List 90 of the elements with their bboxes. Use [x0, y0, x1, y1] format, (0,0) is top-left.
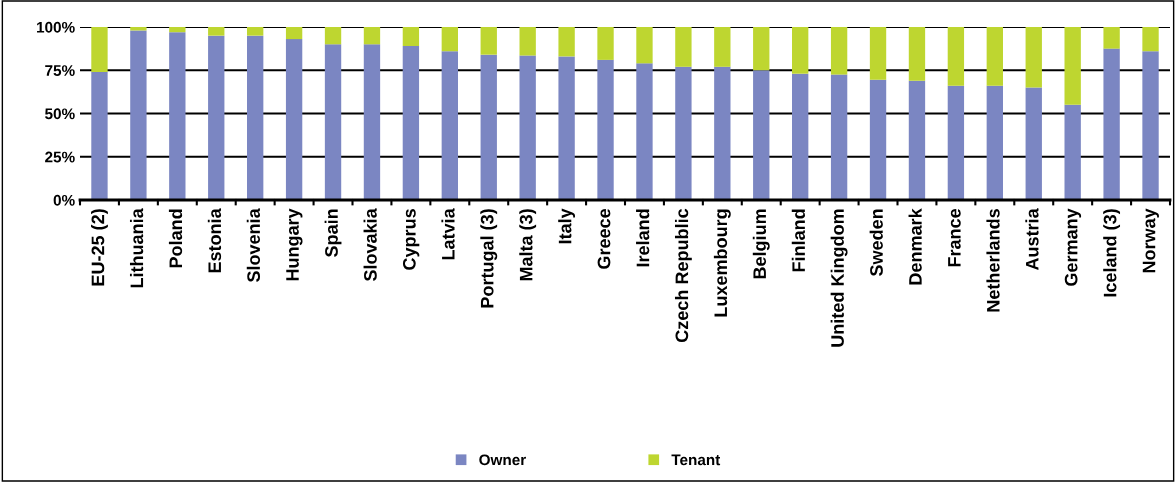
bar [558, 56, 575, 200]
bar [480, 54, 497, 200]
bar [208, 27, 225, 36]
x-tick-label: Slovakia [363, 208, 377, 282]
x-tick-label: Iceland (3) [1103, 209, 1121, 297]
bar [285, 39, 303, 200]
bar [1025, 87, 1042, 200]
bar [285, 27, 303, 40]
x-tick-label: Estonia [207, 208, 222, 273]
bar [597, 59, 614, 200]
bar [714, 27, 731, 67]
bar [908, 80, 926, 200]
legend-label: Tenant [671, 454, 721, 466]
bar [675, 27, 692, 67]
bar [247, 35, 264, 200]
bar [91, 27, 108, 72]
x-tick-label: Italy [558, 208, 576, 244]
x-tick-label: Latvia [441, 208, 455, 260]
bar [675, 66, 692, 200]
bar [792, 73, 809, 200]
y-tick-label: 25% [45, 151, 75, 163]
bar [1103, 27, 1120, 49]
bar [830, 27, 848, 75]
bar [130, 30, 147, 200]
x-tick-label: Poland [168, 209, 183, 268]
bar [753, 70, 770, 200]
bar [519, 27, 536, 56]
bar [830, 74, 848, 200]
bar [869, 79, 887, 200]
bar [91, 71, 108, 200]
bar [363, 44, 381, 200]
bar [169, 32, 186, 200]
bar [947, 27, 965, 86]
bar [714, 66, 731, 200]
x-tick-label: Lithuania [129, 208, 144, 288]
bar [324, 44, 342, 200]
bar [519, 55, 536, 200]
bar [597, 27, 614, 60]
x-tick-label: Netherlands [986, 209, 1000, 312]
bar [1142, 27, 1159, 52]
bar [1103, 48, 1120, 200]
bar [869, 27, 887, 80]
bar [441, 27, 458, 52]
bar [1025, 27, 1042, 88]
x-tick-label: Germany [1064, 208, 1082, 286]
x-tick-label: Luxembourg [713, 209, 731, 317]
x-tick-label: Czech Republic [674, 208, 692, 343]
x-tick-label: Sweden [869, 209, 883, 277]
x-tick-label: Belgium [752, 209, 770, 279]
bar [636, 27, 653, 64]
bar [480, 27, 497, 55]
bar [947, 85, 965, 200]
x-tick-label: Norway [1142, 208, 1159, 273]
y-tick-label: 0% [53, 194, 75, 206]
bar [908, 27, 926, 81]
x-tick-label: Spain [324, 209, 342, 257]
bar [636, 63, 653, 200]
x-tick-label: France [948, 208, 961, 267]
x-tick-label: EU-25 (2) [91, 209, 108, 286]
y-tick-label: 50% [45, 108, 75, 120]
x-tick-label: Cyprus [402, 209, 420, 270]
x-tick-label: Portugal (3) [480, 209, 498, 308]
y-tick-label: 75% [45, 65, 75, 76]
legend-label: Owner [479, 454, 526, 466]
bar [1142, 51, 1159, 200]
bar [986, 85, 1003, 200]
bar [247, 27, 264, 36]
bar [986, 27, 1003, 86]
x-tick-label: Greece [597, 208, 611, 269]
bar [558, 27, 575, 57]
x-tick-label: Malta (3) [519, 209, 537, 281]
x-tick-label: Hungary [286, 208, 303, 281]
bar [402, 27, 420, 47]
x-tick-label: United Kingdom [830, 209, 848, 347]
x-tick-label: Denmark [908, 208, 922, 285]
bar [402, 46, 420, 200]
bar [753, 27, 770, 71]
x-tick-label: Slovenia [246, 208, 261, 283]
bar [1064, 104, 1081, 200]
bar [169, 27, 186, 33]
bar [792, 27, 809, 74]
x-tick-label: Ireland [636, 209, 650, 267]
x-tick-label: Austria [1025, 208, 1039, 271]
bar [208, 35, 225, 200]
bar [324, 27, 342, 45]
bar [363, 27, 381, 45]
y-tick-label: 100% [37, 21, 75, 33]
bar [1064, 27, 1081, 105]
x-tick-label: Finland [791, 209, 806, 272]
bar [441, 51, 458, 200]
